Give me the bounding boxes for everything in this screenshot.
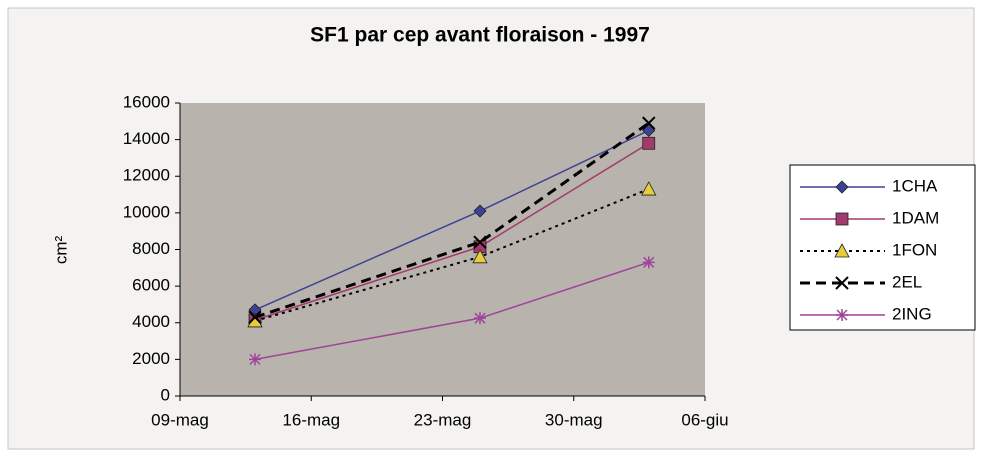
marker (641, 181, 657, 196)
marker (249, 353, 261, 366)
legend-label: 1DAM (892, 208, 939, 227)
legend (789, 164, 976, 331)
plot-area (180, 103, 705, 396)
x-tick-label: 23-mag (414, 410, 472, 429)
marker (834, 243, 850, 258)
legend-label: 2EL (892, 272, 922, 291)
marker (642, 116, 656, 130)
y-tick-label: 2000 (132, 349, 170, 368)
y-tick-label: 16000 (123, 92, 170, 111)
series-line (254, 121, 650, 319)
marker (835, 180, 849, 194)
y-tick-label: 6000 (132, 276, 170, 295)
marker (642, 256, 655, 269)
x-tick-label: 30-mag (545, 410, 603, 429)
marker (642, 136, 656, 150)
legend-label: 1CHA (892, 176, 938, 195)
marker (474, 312, 486, 325)
marker (835, 212, 849, 226)
y-axis-label: cm² (51, 236, 70, 265)
chart-title: SF1 par cep avant floraison - 1997 (310, 24, 650, 47)
legend-label: 1FON (892, 240, 937, 259)
x-tick-label: 06-giu (681, 410, 728, 429)
y-tick-label: 10000 (123, 202, 170, 221)
y-tick-label: 8000 (132, 239, 170, 258)
y-tick-label: 4000 (132, 312, 170, 331)
x-tick-label: 09-mag (151, 410, 209, 429)
legend-label: 2ING (892, 304, 932, 323)
marker (836, 309, 848, 321)
marker (473, 235, 487, 249)
marker (835, 276, 849, 290)
marker (248, 310, 262, 324)
marker (473, 204, 487, 218)
y-tick-label: 14000 (123, 129, 170, 148)
y-tick-label: 12000 (123, 166, 170, 185)
marker (472, 248, 488, 264)
x-tick-label: 16-mag (282, 410, 340, 429)
y-tick-label: 0 (161, 385, 170, 404)
